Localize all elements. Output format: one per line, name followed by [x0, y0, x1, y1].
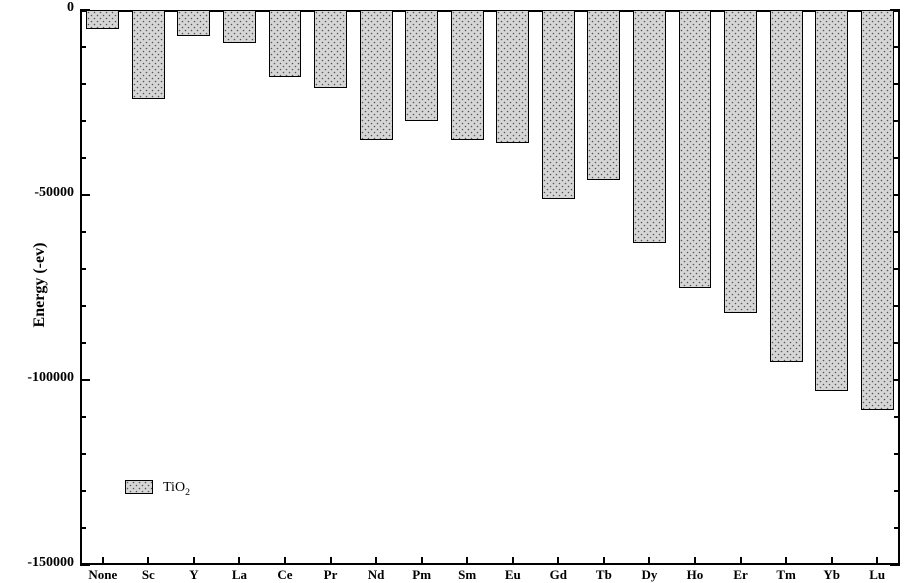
x-tick-label: Gd — [536, 567, 582, 583]
y-major-tick — [80, 564, 90, 566]
x-tick-label: Lu — [854, 567, 900, 583]
y-minor-tick — [80, 305, 86, 307]
y-minor-tick — [80, 342, 86, 344]
x-tick — [603, 557, 605, 565]
bar — [496, 10, 529, 143]
bar — [132, 10, 165, 99]
y-minor-tick — [894, 120, 900, 122]
bar — [314, 10, 347, 88]
x-tick — [785, 557, 787, 565]
bar — [587, 10, 620, 180]
y-major-tick — [890, 564, 900, 566]
y-minor-tick — [894, 83, 900, 85]
x-tick-label: None — [80, 567, 126, 583]
y-minor-tick — [894, 527, 900, 529]
bar — [770, 10, 803, 362]
y-minor-tick — [80, 46, 86, 48]
y-minor-tick — [894, 453, 900, 455]
x-tick — [193, 557, 195, 565]
bar — [724, 10, 757, 313]
y-minor-tick — [894, 157, 900, 159]
x-tick-label: Nd — [353, 567, 399, 583]
x-tick — [466, 557, 468, 565]
x-tick-label: Eu — [490, 567, 536, 583]
y-minor-tick — [894, 268, 900, 270]
x-tick — [102, 557, 104, 565]
legend-subscript: 2 — [185, 487, 190, 498]
bar — [861, 10, 894, 410]
x-tick-label: Pr — [308, 567, 354, 583]
x-tick — [375, 557, 377, 565]
x-tick-label: Pm — [399, 567, 445, 583]
x-tick-label: Tm — [763, 567, 809, 583]
y-minor-tick — [894, 416, 900, 418]
y-minor-tick — [80, 527, 86, 529]
y-minor-tick — [80, 83, 86, 85]
x-tick — [330, 557, 332, 565]
bar — [223, 10, 256, 43]
bar — [405, 10, 438, 121]
y-minor-tick — [80, 157, 86, 159]
x-tick-label: Sm — [444, 567, 490, 583]
y-tick-label: -100000 — [27, 370, 74, 386]
x-tick-label: Dy — [627, 567, 673, 583]
legend-swatch — [125, 480, 153, 494]
energy-bar-chart: Energy (-ev) 0-50000-100000-150000 NoneS… — [0, 0, 921, 583]
bar — [86, 10, 119, 29]
x-tick-label: Yb — [809, 567, 855, 583]
bar — [679, 10, 712, 288]
y-major-tick — [80, 194, 90, 196]
x-tick — [557, 557, 559, 565]
y-minor-tick — [894, 46, 900, 48]
y-major-tick — [80, 379, 90, 381]
y-minor-tick — [80, 416, 86, 418]
x-tick-label: Sc — [126, 567, 172, 583]
legend-label: TiO2 — [163, 480, 190, 498]
x-tick — [284, 557, 286, 565]
y-tick-label: -150000 — [27, 555, 74, 571]
y-tick-label: 0 — [67, 0, 74, 16]
x-tick-label: Ho — [672, 567, 718, 583]
x-tick-label: Ce — [262, 567, 308, 583]
y-minor-tick — [894, 305, 900, 307]
y-minor-tick — [80, 268, 86, 270]
bar — [815, 10, 848, 391]
y-minor-tick — [80, 453, 86, 455]
y-minor-tick — [894, 231, 900, 233]
x-tick — [147, 557, 149, 565]
y-minor-tick — [80, 490, 86, 492]
y-tick-label: -50000 — [34, 185, 74, 201]
bar — [542, 10, 575, 199]
y-minor-tick — [80, 231, 86, 233]
y-minor-tick — [894, 490, 900, 492]
x-tick — [694, 557, 696, 565]
x-tick — [421, 557, 423, 565]
bar — [360, 10, 393, 140]
legend-text: TiO — [163, 480, 185, 495]
x-tick — [238, 557, 240, 565]
bar — [451, 10, 484, 140]
x-tick-label: Tb — [581, 567, 627, 583]
bar — [177, 10, 210, 36]
x-tick-label: Y — [171, 567, 217, 583]
y-minor-tick — [80, 120, 86, 122]
x-tick — [648, 557, 650, 565]
x-tick — [740, 557, 742, 565]
x-tick — [876, 557, 878, 565]
y-axis-label: Energy (-ev) — [31, 225, 49, 345]
x-tick-label: La — [217, 567, 263, 583]
x-tick — [831, 557, 833, 565]
x-tick — [512, 557, 514, 565]
bar — [633, 10, 666, 243]
x-tick-label: Er — [718, 567, 764, 583]
bar — [269, 10, 302, 77]
y-minor-tick — [894, 342, 900, 344]
